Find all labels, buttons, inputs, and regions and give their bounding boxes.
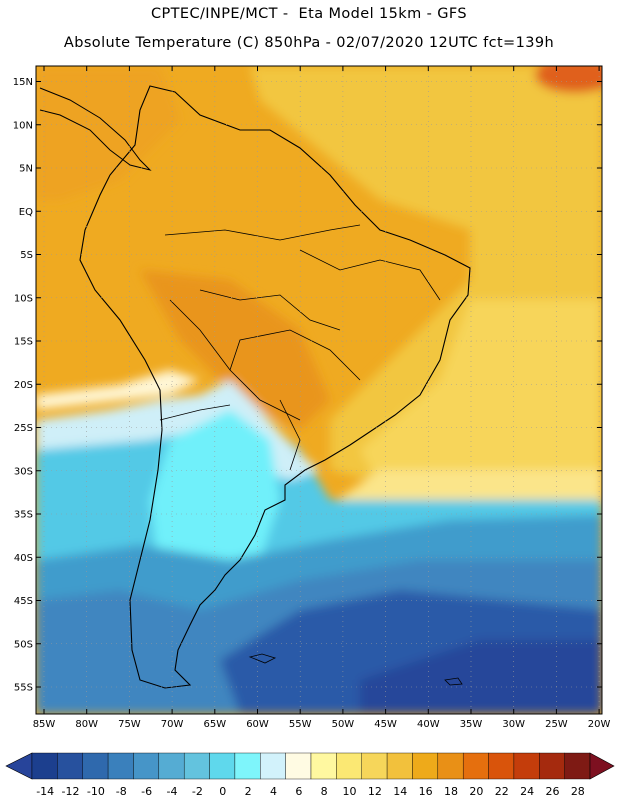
title-line-2: Absolute Temperature (C) 850hPa - 02/07/… bbox=[63, 35, 555, 51]
central-america-coastline bbox=[39, 87, 152, 171]
lon-tick-label: 20W bbox=[588, 719, 611, 730]
colorbar-low-arrow bbox=[5, 752, 33, 780]
colorbar-swatch bbox=[412, 752, 439, 780]
title-line-1: CPTEC/INPE/MCT - Eta Model 15km - GFS bbox=[151, 6, 467, 22]
lon-tick-label: 75W bbox=[118, 719, 141, 730]
colorbar-label: 16 bbox=[419, 785, 433, 798]
colorbar-label: 10 bbox=[343, 785, 357, 798]
colorbar-label: 24 bbox=[520, 785, 534, 798]
lat-tick-label: 50S bbox=[14, 639, 33, 650]
colorbar-label: -10 bbox=[87, 785, 105, 798]
colorbar-swatch bbox=[462, 752, 489, 780]
lon-tick-label: 50W bbox=[332, 719, 355, 730]
lon-tick-label: 25W bbox=[545, 719, 568, 730]
south-georgia-outline bbox=[444, 677, 463, 686]
temperature-field bbox=[36, 66, 602, 714]
lon-tick-label: 35W bbox=[460, 719, 483, 730]
lat-tick-label: 45S bbox=[14, 596, 33, 607]
lat-tick-label: 10S bbox=[14, 293, 33, 304]
lat-tick-label: 40S bbox=[14, 553, 33, 564]
colorbar-swatch bbox=[564, 752, 591, 780]
colorbar: -14 -12 -10 -8 -6 -4 -2 0 2 4 6 8 10 12 14 16 18 20 22 24 26… bbox=[5, 752, 615, 798]
map-frame bbox=[35, 65, 603, 715]
colorbar-label: 6 bbox=[295, 785, 302, 798]
lat-tick-label: 5S bbox=[20, 250, 33, 261]
colorbar-swatch bbox=[234, 752, 261, 780]
lat-tick-label: 20S bbox=[14, 380, 33, 391]
lat-tick-label: 15N bbox=[13, 77, 33, 88]
colorbar-swatch bbox=[82, 752, 109, 780]
lat-tick-label: 15S bbox=[14, 337, 33, 348]
colorbar-swatch bbox=[488, 752, 515, 780]
lon-tick-label: 30W bbox=[502, 719, 525, 730]
longitude-ticks: 85W 80W 75W 70W 65W 60W 55W 50W 45W 40W 35W 30W 25W 2… bbox=[33, 66, 611, 730]
colorbar-swatch bbox=[57, 752, 83, 780]
lat-tick-label: 25S bbox=[14, 423, 33, 434]
colorbar-label: 26 bbox=[545, 785, 559, 798]
colorbar-swatch bbox=[539, 752, 565, 780]
colorbar-high-arrow bbox=[589, 752, 615, 780]
colorbar-label: 14 bbox=[393, 785, 407, 798]
lat-tick-label: 30S bbox=[14, 466, 33, 477]
colorbar-swatch bbox=[336, 752, 362, 780]
lat-tick-label: 55S bbox=[14, 683, 33, 694]
lon-tick-label: 70W bbox=[161, 719, 184, 730]
colorbar-label: -8 bbox=[116, 785, 127, 798]
colorbar-swatch bbox=[310, 752, 337, 780]
colorbar-label: -12 bbox=[62, 785, 80, 798]
graticule bbox=[36, 66, 602, 714]
colorbar-swatch bbox=[158, 752, 185, 780]
south-america-coastline bbox=[79, 85, 471, 689]
colorbar-swatch bbox=[31, 752, 58, 780]
colorbar-swatch bbox=[107, 752, 134, 780]
colorbar-swatch bbox=[285, 752, 312, 780]
colorbar-label: -4 bbox=[167, 785, 178, 798]
colorbar-label: 0 bbox=[219, 785, 226, 798]
colorbar-label: 28 bbox=[571, 785, 585, 798]
lat-tick-label: 35S bbox=[14, 510, 33, 521]
colorbar-swatch bbox=[361, 752, 388, 780]
colorbar-label: 4 bbox=[270, 785, 277, 798]
colorbar-label: -2 bbox=[192, 785, 203, 798]
colorbar-label: 22 bbox=[495, 785, 509, 798]
colorbar-swatch bbox=[260, 752, 286, 780]
colorbar-label: 2 bbox=[245, 785, 252, 798]
lon-tick-label: 40W bbox=[417, 719, 440, 730]
falklands-outline bbox=[248, 653, 277, 664]
colorbar-label: -6 bbox=[141, 785, 152, 798]
lon-tick-label: 60W bbox=[246, 719, 269, 730]
lon-tick-label: 55W bbox=[289, 719, 312, 730]
lat-tick-label: 5N bbox=[19, 164, 33, 175]
country-borders bbox=[159, 224, 441, 471]
colorbar-label: 12 bbox=[368, 785, 382, 798]
colorbar-swatch bbox=[437, 752, 464, 780]
colorbar-swatch bbox=[209, 752, 236, 780]
lat-tick-label: EQ bbox=[19, 207, 33, 218]
colorbar-label: 20 bbox=[469, 785, 483, 798]
colorbar-label: 8 bbox=[321, 785, 328, 798]
lat-tick-label: 10N bbox=[13, 120, 33, 131]
colorbar-swatch bbox=[183, 752, 210, 780]
lon-tick-label: 45W bbox=[374, 719, 397, 730]
latitude-ticks: 15N 10N 5N EQ 5S 10S 15S 20S 25S 30S 35S 40S 45S 50S 5… bbox=[13, 77, 602, 694]
lon-tick-label: 85W bbox=[33, 719, 56, 730]
colorbar-swatch bbox=[513, 752, 540, 780]
colorbar-swatch bbox=[133, 752, 160, 780]
colorbar-label: -14 bbox=[36, 785, 54, 798]
lon-tick-label: 80W bbox=[75, 719, 98, 730]
colorbar-swatch bbox=[386, 752, 413, 780]
lon-tick-label: 65W bbox=[203, 719, 226, 730]
colorbar-label: 18 bbox=[444, 785, 458, 798]
